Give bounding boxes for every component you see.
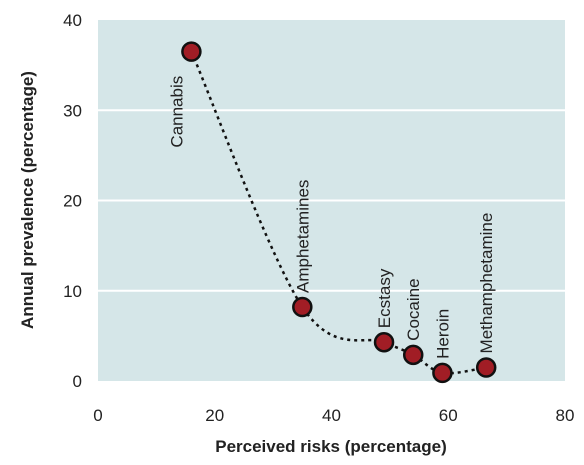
y-tick-label: 0 bbox=[73, 372, 82, 391]
y-tick-label: 30 bbox=[63, 101, 82, 120]
x-tick-label: 60 bbox=[439, 406, 458, 425]
point-label: Heroin bbox=[433, 309, 452, 359]
point-label: Cocaine bbox=[404, 278, 423, 340]
data-point bbox=[292, 296, 313, 318]
y-axis-ticks: 0 10 20 30 40 bbox=[63, 11, 82, 391]
x-axis-ticks: 0 20 40 60 80 bbox=[93, 406, 574, 425]
gridlines bbox=[98, 109, 565, 292]
x-axis-title: Perceived risks (percentage) bbox=[215, 437, 447, 456]
data-point bbox=[181, 41, 202, 62]
data-point bbox=[373, 331, 395, 353]
y-tick-label: 40 bbox=[63, 11, 82, 30]
point-label: Cannabis bbox=[167, 76, 186, 148]
data-point bbox=[432, 362, 453, 384]
x-tick-label: 20 bbox=[205, 406, 224, 425]
point-labels: Cannabis Amphetamines Ecstasy Cocaine Heroin… bbox=[167, 76, 496, 359]
x-tick-label: 0 bbox=[93, 406, 102, 425]
data-point bbox=[402, 344, 424, 366]
y-tick-label: 20 bbox=[63, 192, 82, 211]
y-tick-label: 10 bbox=[63, 282, 82, 301]
x-tick-label: 80 bbox=[556, 406, 575, 425]
point-label: Amphetamines bbox=[293, 180, 312, 293]
x-tick-label: 40 bbox=[322, 406, 341, 425]
point-label: Methamphetamine bbox=[477, 213, 496, 354]
point-label: Ecstasy bbox=[375, 268, 394, 328]
data-points bbox=[181, 41, 497, 384]
data-point bbox=[475, 357, 497, 378]
y-axis-title: Annual prevalence (percentage) bbox=[18, 71, 37, 329]
